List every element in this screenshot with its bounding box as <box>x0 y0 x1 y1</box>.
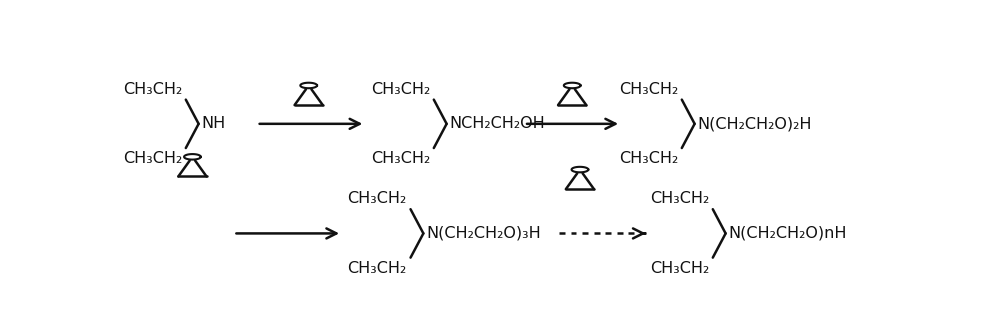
Text: CH₃CH₂: CH₃CH₂ <box>619 81 678 97</box>
Text: CH₃CH₂: CH₃CH₂ <box>650 261 709 276</box>
Text: CH₃CH₂: CH₃CH₂ <box>347 191 407 206</box>
Text: CH₃CH₂: CH₃CH₂ <box>650 191 709 206</box>
Text: CH₃CH₂: CH₃CH₂ <box>619 151 678 166</box>
Text: CH₃CH₂: CH₃CH₂ <box>371 81 430 97</box>
Text: N(CH₂CH₂O)₃H: N(CH₂CH₂O)₃H <box>426 226 541 241</box>
Text: CH₃CH₂: CH₃CH₂ <box>371 151 430 166</box>
Text: N(CH₂CH₂O)₂H: N(CH₂CH₂O)₂H <box>698 116 812 131</box>
Text: NCH₂CH₂OH: NCH₂CH₂OH <box>450 116 545 131</box>
Text: NH: NH <box>202 116 226 131</box>
Text: CH₃CH₂: CH₃CH₂ <box>123 151 182 166</box>
Text: CH₃CH₂: CH₃CH₂ <box>123 81 182 97</box>
Text: N(CH₂CH₂O)nH: N(CH₂CH₂O)nH <box>729 226 847 241</box>
Text: CH₃CH₂: CH₃CH₂ <box>347 261 407 276</box>
